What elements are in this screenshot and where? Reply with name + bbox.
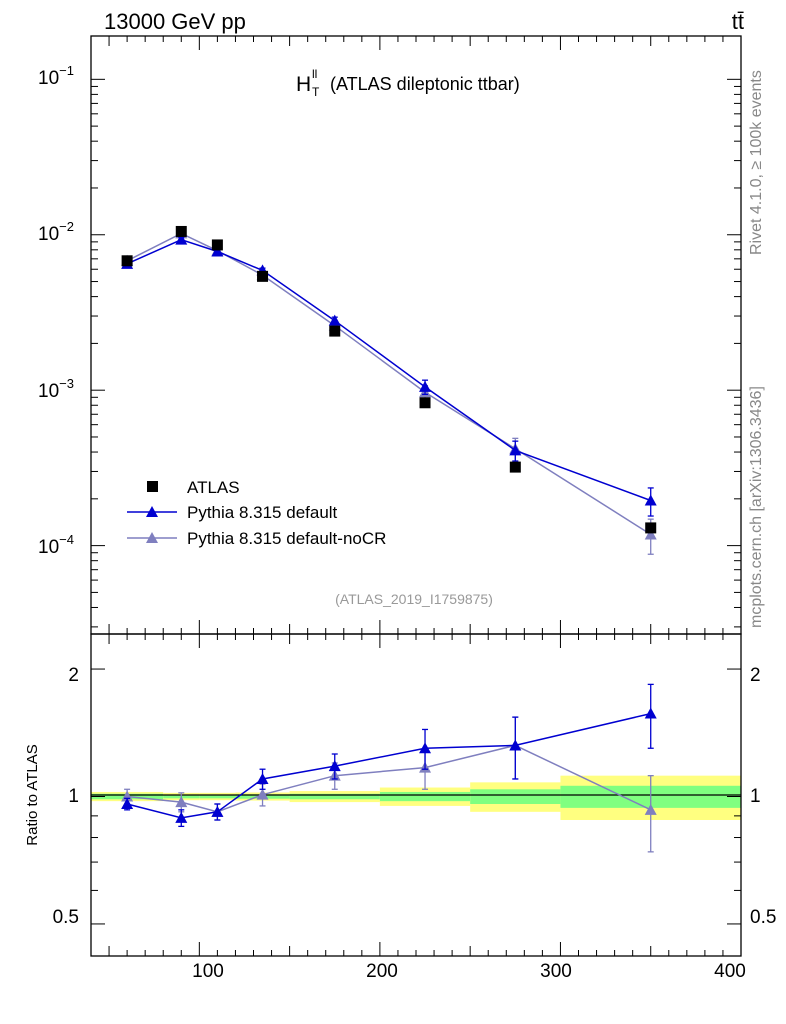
ratio-data-layer bbox=[121, 683, 657, 853]
main-data-layer bbox=[121, 225, 657, 555]
ratio-mc-error-bands bbox=[91, 775, 741, 820]
main-point-atlas-5 bbox=[419, 397, 431, 409]
main-ytick-label-1: 10−1 bbox=[38, 63, 74, 89]
main-panel: 10−1 10−2 10−3 10−4 H ll T (ATLAS dilept… bbox=[38, 35, 742, 635]
ratio-ytick-label-1: 1 bbox=[68, 786, 79, 807]
analysis-watermark: (ATLAS_2019_I1759875) bbox=[335, 591, 493, 607]
main-point-nocr-7 bbox=[644, 528, 657, 540]
ratio-line-default bbox=[126, 712, 651, 819]
ratio-ytick-label-2: 2 bbox=[68, 665, 79, 686]
legend: ATLAS Pythia 8.315 default Pythia 8.315 … bbox=[127, 478, 386, 548]
ratio-tick-marks bbox=[91, 634, 742, 956]
ratio-panel: Ratio to ATLAS 0.5 1 2 0.5 1 2 100 200 3… bbox=[24, 633, 776, 982]
main-ytick-label-2: 10−2 bbox=[38, 219, 74, 245]
legend-label-atlas: ATLAS bbox=[187, 478, 240, 497]
ratio-point-nocr-7 bbox=[644, 803, 657, 815]
legend-marker-atlas bbox=[147, 481, 158, 492]
ratio-point-default-4 bbox=[328, 760, 341, 772]
plot-title-suffix: (ATLAS dileptonic ttbar) bbox=[330, 74, 520, 94]
main-point-atlas-3 bbox=[257, 270, 269, 282]
ratio-ytick-label-right-0.5: 0.5 bbox=[750, 907, 776, 928]
main-ytick-label-4: 10−4 bbox=[38, 532, 74, 558]
main-point-atlas-7 bbox=[645, 522, 657, 534]
ratio-point-default-2 bbox=[211, 805, 224, 817]
ratio-band-inner-6 bbox=[470, 789, 561, 805]
legend-marker-nocr bbox=[146, 532, 158, 543]
main-line-default bbox=[126, 238, 651, 502]
main-point-default-2 bbox=[211, 245, 224, 257]
main-ytick-label-3: 10−3 bbox=[38, 376, 74, 402]
ratio-point-default-6 bbox=[509, 739, 522, 751]
main-point-default-6 bbox=[509, 444, 522, 456]
x-tick-labels: 100 200 300 400 bbox=[192, 961, 746, 982]
xtick-label-200: 200 bbox=[366, 961, 398, 982]
main-point-atlas-0 bbox=[121, 255, 133, 267]
main-point-atlas-1 bbox=[175, 225, 187, 237]
ratio-ytick-label-0.5: 0.5 bbox=[53, 907, 79, 928]
legend-label-nocr: Pythia 8.315 default-noCR bbox=[187, 529, 386, 548]
rivet-version-label: Rivet 4.1.0, ≥ 100k events bbox=[748, 70, 765, 255]
main-point-default-4 bbox=[328, 314, 341, 326]
xtick-label-400: 400 bbox=[714, 961, 746, 982]
legend-marker-default bbox=[146, 506, 158, 517]
xtick-label-100: 100 bbox=[192, 961, 224, 982]
header-left: 13000 GeV pp bbox=[104, 9, 246, 34]
ratio-frame bbox=[90, 633, 742, 957]
ratio-point-default-0 bbox=[121, 798, 134, 810]
ratio-band-inner-4 bbox=[289, 793, 380, 800]
main-point-default-5 bbox=[419, 380, 432, 392]
main-y-tick-labels: 10−1 10−2 10−3 10−4 bbox=[38, 63, 74, 558]
main-point-atlas-2 bbox=[211, 239, 223, 251]
ratio-point-default-1 bbox=[175, 811, 188, 823]
ratio-ytick-label-right-1: 1 bbox=[750, 786, 761, 807]
main-point-default-7 bbox=[644, 494, 657, 506]
header-right: tt̄ bbox=[732, 9, 744, 34]
main-point-atlas-6 bbox=[509, 461, 521, 473]
legend-label-default: Pythia 8.315 default bbox=[187, 503, 338, 522]
ratio-y-tick-labels-left: 0.5 1 2 bbox=[53, 665, 79, 928]
ratio-point-default-7 bbox=[644, 707, 657, 719]
main-point-default-1 bbox=[175, 233, 188, 245]
ratio-y-tick-labels-right: 0.5 1 2 bbox=[750, 665, 776, 928]
main-tick-marks bbox=[91, 36, 742, 634]
ratio-ylabel: Ratio to ATLAS bbox=[24, 744, 41, 845]
ratio-point-default-3 bbox=[256, 772, 269, 784]
ratio-band-inner-2 bbox=[199, 794, 236, 799]
ratio-line-nocr bbox=[127, 744, 652, 813]
ratio-point-nocr-3 bbox=[256, 788, 269, 800]
xtick-label-300: 300 bbox=[540, 961, 572, 982]
plot-title-subscript: T bbox=[312, 85, 320, 99]
ratio-ytick-label-right-2: 2 bbox=[750, 665, 761, 686]
ratio-point-default-5 bbox=[419, 742, 432, 754]
mcplots-site-label: mcplots.cern.ch [arXiv:1306.3436] bbox=[748, 386, 765, 628]
plot-title-superscript: ll bbox=[312, 67, 317, 81]
ratio-point-nocr-1 bbox=[175, 796, 188, 808]
main-point-atlas-4 bbox=[329, 325, 341, 337]
plot-title-symbol: H bbox=[296, 73, 311, 96]
ratio-band-inner-5 bbox=[379, 791, 471, 802]
